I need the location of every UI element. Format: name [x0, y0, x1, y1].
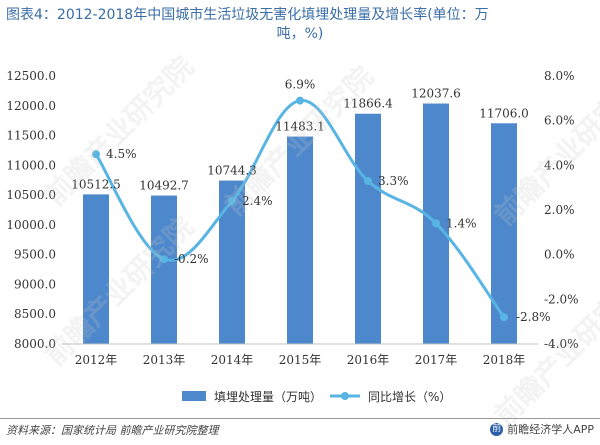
- bar-value-label: 11483.1: [275, 120, 325, 134]
- growth-point: [364, 176, 372, 185]
- growth-point: [296, 96, 304, 105]
- bar-value-label: 10744.3: [207, 164, 257, 178]
- y-right-tick-label: 6.0%: [544, 114, 575, 128]
- x-tick-label: 2012年: [75, 353, 118, 367]
- line-value-label: 3.3%: [378, 174, 409, 188]
- bar: [219, 180, 245, 344]
- line-value-label: 2.4%: [242, 194, 273, 208]
- y-right-tick-label: 4.0%: [544, 158, 575, 172]
- bar-value-label: 10492.7: [139, 179, 189, 193]
- chart-title: 图表4：2012-2018年中国城市生活垃圾无害化填埋处理量及增长率(单位：万 …: [6, 6, 594, 44]
- y-left-tick-label: 8500.0: [14, 307, 56, 321]
- growth-point: [92, 150, 100, 159]
- bar-value-label: 11866.4: [343, 97, 393, 111]
- brand-name: 前瞻经济学人APP: [507, 423, 594, 436]
- bar: [151, 195, 177, 344]
- bar-value-label: 12037.6: [411, 87, 461, 101]
- y-right-tick-label: -4.0%: [544, 337, 579, 351]
- bar: [83, 194, 109, 344]
- legend-line-label: 同比增长（%）: [368, 390, 451, 404]
- bar: [287, 136, 313, 344]
- y-left-tick-label: 9000.0: [14, 277, 56, 291]
- x-tick-label: 2017年: [415, 353, 458, 367]
- y-left-tick-label: 12500.0: [6, 69, 56, 83]
- y-left-tick-label: 8000.0: [14, 337, 56, 351]
- legend-bar-swatch: [182, 391, 206, 401]
- chart-title-line2: 吨，%): [276, 26, 324, 42]
- x-tick-label: 2016年: [347, 353, 390, 367]
- line-value-label: -2.8%: [516, 310, 551, 324]
- source-note: 资料来源：国家统计局 前瞻产业研究院整理: [6, 424, 219, 437]
- line-value-label: -0.2%: [174, 252, 209, 266]
- x-tick-label: 2014年: [211, 353, 254, 367]
- y-left-tick-label: 11000.0: [6, 158, 56, 172]
- y-right-tick-label: -2.0%: [544, 292, 579, 306]
- y-right-tick-label: 0.0%: [544, 248, 575, 262]
- x-tick-label: 2015年: [279, 353, 322, 367]
- growth-point: [432, 219, 440, 228]
- chart-title-line1: 图表4：2012-2018年中国城市生活垃圾无害化填埋处理量及增长率(单位：万: [6, 7, 489, 23]
- growth-point: [160, 255, 168, 264]
- line-value-label: 4.5%: [106, 147, 137, 161]
- growth-point: [228, 197, 236, 206]
- bar-value-label: 10512.5: [71, 177, 121, 191]
- y-left-tick-label: 11500.0: [6, 129, 56, 143]
- brand: 前 前瞻经济学人APP: [490, 421, 594, 437]
- y-left-tick-label: 9500.0: [14, 248, 56, 262]
- bar-value-label: 11706.0: [479, 106, 529, 120]
- brand-logo-icon: 前: [490, 422, 504, 436]
- bar: [355, 113, 381, 344]
- x-tick-label: 2018年: [483, 353, 526, 367]
- y-left-tick-label: 10000.0: [6, 218, 56, 232]
- legend-line-marker: [341, 392, 349, 400]
- bar: [491, 123, 517, 344]
- y-left-tick-label: 12000.0: [6, 99, 56, 113]
- y-left-tick-label: 10500.0: [6, 188, 56, 202]
- line-value-label: 1.4%: [446, 216, 477, 230]
- legend-bar-label: 填埋处理量（万吨）: [214, 390, 322, 404]
- y-right-tick-label: 2.0%: [544, 203, 575, 217]
- line-value-label: 6.9%: [285, 78, 316, 92]
- x-tick-label: 2013年: [143, 353, 186, 367]
- footer: 资料来源：国家统计局 前瞻产业研究院整理 前 前瞻经济学人APP: [0, 418, 600, 445]
- y-right-tick-label: 8.0%: [544, 69, 575, 83]
- growth-point: [500, 313, 508, 322]
- footer-divider: [0, 418, 600, 419]
